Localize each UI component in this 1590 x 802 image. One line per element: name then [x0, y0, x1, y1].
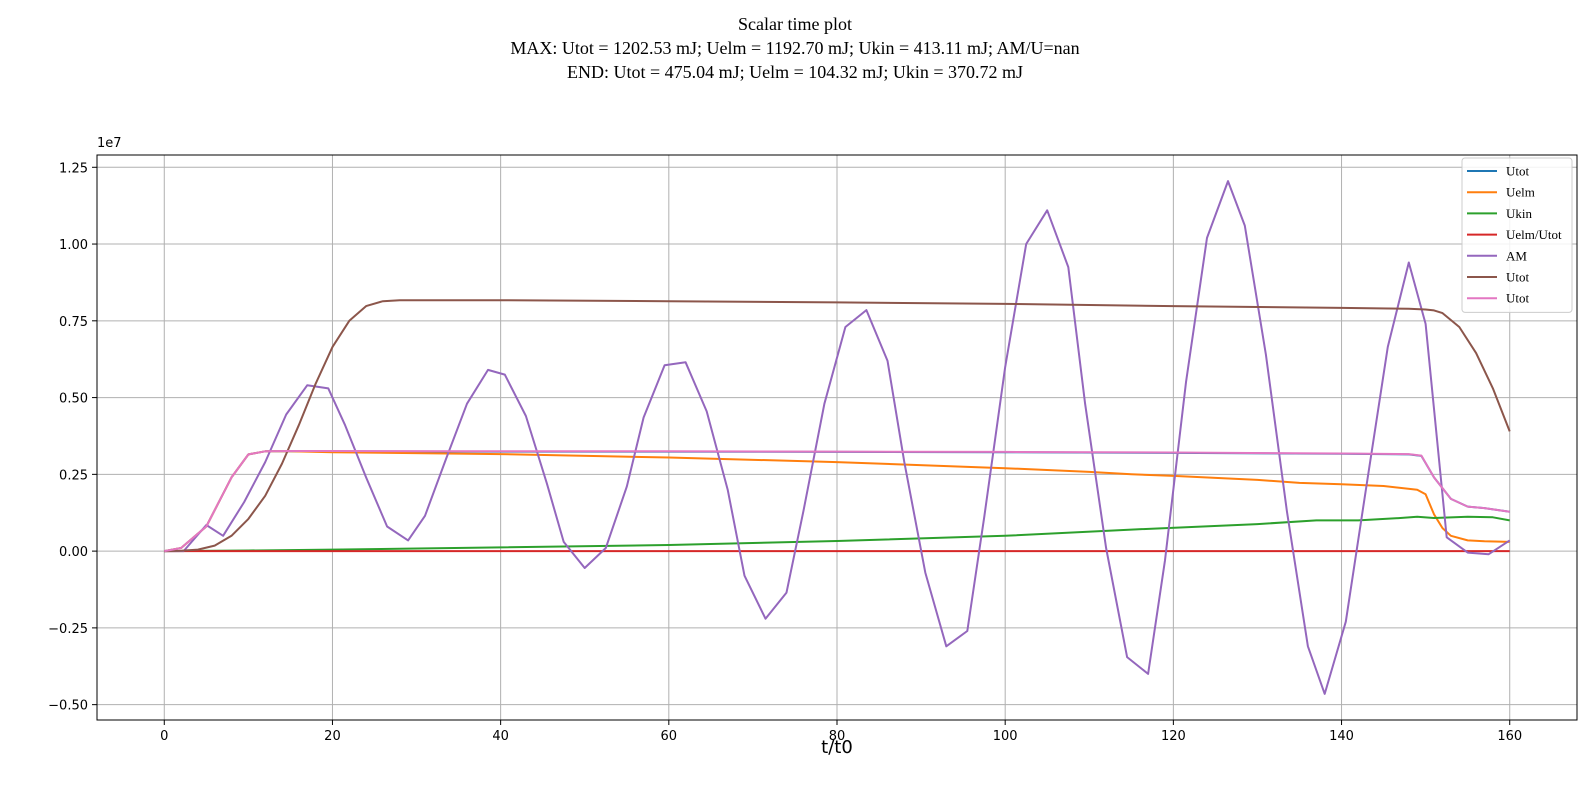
- series-line-4: [164, 180, 1511, 695]
- x-tick-label: 160: [1497, 729, 1522, 744]
- y-tick-label: 1.00: [59, 238, 88, 253]
- end-summary: END: Utot = 475.04 mJ; Uelm = 104.32 mJ;…: [567, 62, 1023, 82]
- legend-box: [1461, 157, 1573, 313]
- series-line-5: [164, 299, 1511, 553]
- x-tick-label: 60: [661, 729, 678, 744]
- legend-label: Ukin: [1506, 206, 1533, 221]
- y-tick-label: 1.25: [59, 161, 88, 176]
- x-tick-label: 80: [829, 729, 846, 744]
- y-offset-label: 1e7: [97, 136, 122, 151]
- x-tick-label: 40: [492, 729, 509, 744]
- x-tick-label: 100: [993, 729, 1018, 744]
- x-tick-label: 20: [324, 729, 341, 744]
- grid-lines: [97, 155, 1577, 720]
- chart-title-block: Scalar time plot MAX: Utot = 1202.53 mJ;…: [0, 12, 1590, 84]
- axis-ticks: 0 20 40 60 80 100 120 140 160 −0.50 −0.25 0.00 0.25 0…: [48, 161, 1522, 744]
- legend-label: Uelm/Utot: [1506, 227, 1562, 242]
- legend-label: AM: [1506, 248, 1527, 263]
- series-lines: [164, 180, 1511, 695]
- y-tick-label: 0.25: [59, 468, 88, 483]
- y-tick-label: −0.25: [48, 622, 88, 637]
- y-tick-label: 0.75: [59, 315, 88, 330]
- y-tick-label: 0.50: [59, 392, 88, 407]
- series-line-6: [164, 450, 1510, 553]
- legend-label: Utot: [1506, 164, 1530, 179]
- y-tick-label: −0.50: [48, 699, 88, 714]
- chart-title: Scalar time plot: [738, 14, 852, 34]
- x-tick-label: 140: [1329, 729, 1354, 744]
- x-axis-label: t/t0: [821, 737, 853, 758]
- legend: Utot Uelm Ukin Uelm/Utot AM Utot Utot: [1461, 157, 1573, 313]
- max-summary: MAX: Utot = 1202.53 mJ; Uelm = 1192.70 m…: [510, 38, 1080, 58]
- legend-label: Uelm: [1506, 185, 1535, 200]
- legend-label: Utot: [1506, 291, 1530, 306]
- x-tick-label: 0: [160, 729, 168, 744]
- x-tick-label: 120: [1161, 729, 1186, 744]
- y-tick-label: 0.00: [59, 545, 88, 560]
- legend-label: Utot: [1506, 270, 1530, 285]
